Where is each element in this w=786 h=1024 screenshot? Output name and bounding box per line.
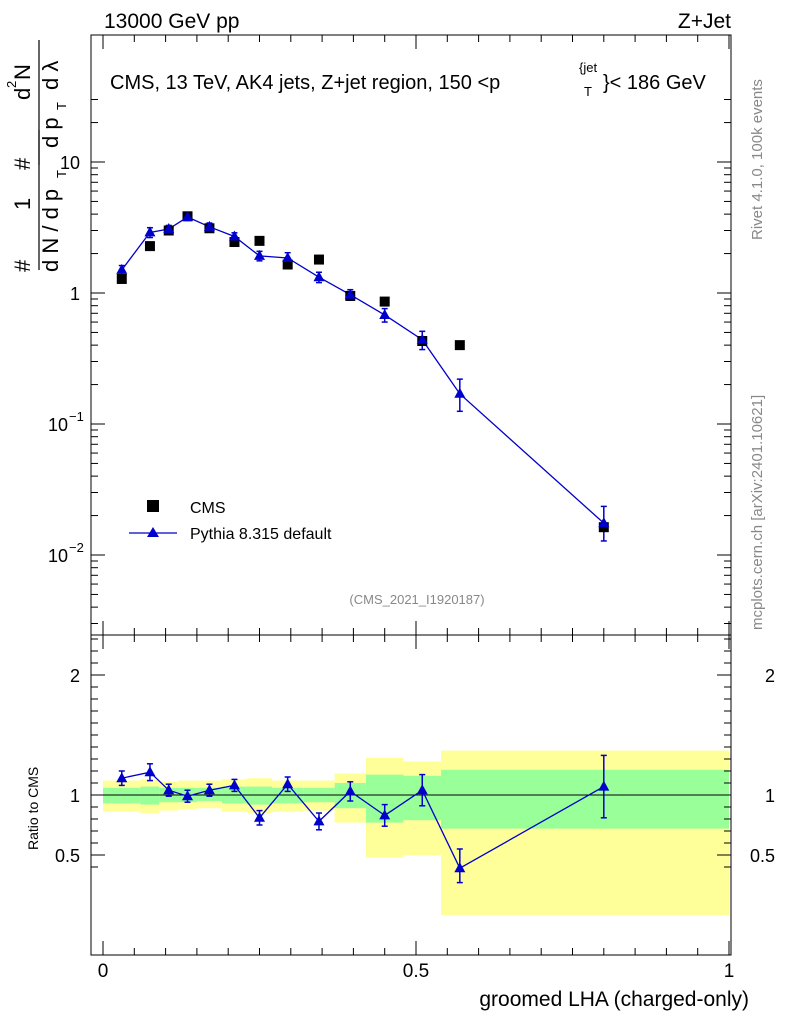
cms-point <box>598 522 609 533</box>
ylabel-hash-1: # <box>10 259 35 272</box>
main-y-tick-label: 10 <box>48 415 68 435</box>
cms-point <box>254 235 265 246</box>
cms-point <box>229 237 240 248</box>
main-series-lines <box>121 216 605 524</box>
ratio-point <box>416 784 428 795</box>
process-label: Z+Jet <box>678 10 731 33</box>
x-tick-label: 1 <box>724 961 735 982</box>
ratio-point <box>282 778 294 789</box>
ratio-point <box>344 785 356 796</box>
ylabel-one: 1 <box>10 198 35 210</box>
ylabel-hash-2: # <box>10 157 35 170</box>
x-tick-label: 0 <box>98 961 109 982</box>
main-y-tick-label-exponent: −1 <box>69 409 84 424</box>
pythia-point <box>598 517 610 528</box>
cms-point <box>144 241 155 252</box>
pythia-point <box>116 263 128 274</box>
pythia-point <box>282 252 294 263</box>
cms-point <box>116 273 127 284</box>
rivet-label: Rivet 4.1.0, 100k events <box>749 79 766 240</box>
title-suffix: }< 186 GeV <box>603 72 707 94</box>
x-tick-label: 0.5 <box>403 961 429 982</box>
ratio-point <box>313 815 325 826</box>
legend-pythia-marker <box>147 527 159 537</box>
ratio-band-stat <box>140 786 160 805</box>
cms-point <box>313 254 324 265</box>
pythia-point <box>228 230 240 241</box>
title-prefix: CMS, 13 TeV, AK4 jets, Z+jet region, 150… <box>110 72 500 94</box>
ratio-point <box>144 766 156 777</box>
ratio-point <box>116 772 128 783</box>
ratio-point <box>163 784 175 795</box>
pythia-point <box>313 271 325 282</box>
ylabel-dn-dp: d N / d p <box>38 189 63 272</box>
cms-point <box>454 340 465 351</box>
ratio-ticks <box>91 635 731 955</box>
ratio-point <box>228 779 240 790</box>
chart-title: CMS, 13 TeV, AK4 jets, Z+jet region, 150… <box>110 72 500 94</box>
ratio-y-tick-label-left: 1 <box>70 786 80 806</box>
pythia-point <box>144 226 156 237</box>
legend-cms-marker <box>147 500 159 512</box>
legend: CMS Pythia 8.315 default <box>129 500 332 543</box>
pythia-point <box>454 387 466 398</box>
ratio-panel: 0.5 0.5 1 1 2 2 0 0.5 1 Ratio to CMS groomed LHA… <box>25 634 775 1011</box>
ratio-y-axis-label: Ratio to CMS <box>25 767 41 850</box>
pythia-point <box>344 288 356 299</box>
ratio-markers <box>116 754 610 884</box>
pythia-point <box>416 333 428 344</box>
ratio-band-stat <box>103 787 141 804</box>
ratio-uncertainty-bands <box>103 750 729 915</box>
ratio-point <box>598 780 610 791</box>
x-axis-label: groomed LHA (charged-only) <box>479 988 749 1011</box>
ratio-point <box>254 811 265 822</box>
title-sub: T <box>584 84 592 99</box>
main-y-tick-label: 10 <box>60 153 80 173</box>
analysis-annotation: (CMS_2021_I1920187) <box>349 592 484 607</box>
main-y-tick-label: 1 <box>70 284 80 304</box>
legend-cms-label: CMS <box>190 500 226 517</box>
ratio-tick-labels: 0.5 0.5 1 1 2 2 0 0.5 1 <box>55 666 775 982</box>
ratio-y-tick-label-left: 2 <box>70 666 80 686</box>
ratio-point <box>379 809 391 820</box>
pythia-point <box>254 249 265 260</box>
ratio-point <box>454 862 466 873</box>
ylabel-dp: d p <box>38 117 63 148</box>
main-y-tick-label-exponent: −2 <box>69 540 84 555</box>
ratio-y-tick-label-right: 2 <box>765 666 775 686</box>
ylabel-dlambda: d λ <box>38 61 63 90</box>
ylabel-d2n-d: d <box>10 88 35 100</box>
title-sup: {jet <box>579 60 597 75</box>
main-frame <box>90 34 732 636</box>
energy-label: 13000 GeV pp <box>104 10 239 33</box>
pythia-point <box>163 222 175 233</box>
cms-point <box>379 296 390 307</box>
ylabel-sub-t-2: T <box>54 102 69 110</box>
ratio-y-tick-label-right: 0.5 <box>750 846 775 866</box>
pythia-line <box>121 216 605 524</box>
pythia-point <box>182 211 194 222</box>
ylabel-sup-2: 2 <box>4 81 19 88</box>
ratio-band-stat <box>272 787 304 804</box>
ylabel-d2n-n: N <box>10 64 35 80</box>
ylabel-sub-t-1: T <box>54 170 69 178</box>
main-ticks <box>91 35 731 635</box>
ratio-point <box>203 784 215 795</box>
pythia-point <box>379 308 391 319</box>
cms-point <box>282 259 293 270</box>
main-markers <box>116 211 610 542</box>
main-y-axis-label: # 1 d N / d p T # d 2 N d p T d λ <box>4 40 69 272</box>
url-label: mcplots.cern.ch [arXiv:2401.10621] <box>749 395 766 630</box>
main-y-tick-label: 10 <box>48 546 68 566</box>
pythia-point <box>203 220 215 231</box>
ratio-point <box>182 790 194 801</box>
ratio-y-tick-label-left: 0.5 <box>55 846 80 866</box>
ratio-band-stat <box>246 786 273 805</box>
legend-pythia-label: Pythia 8.315 default <box>190 526 332 543</box>
ratio-y-tick-label-right: 1 <box>765 786 775 806</box>
ratio-band-stat <box>441 769 729 829</box>
